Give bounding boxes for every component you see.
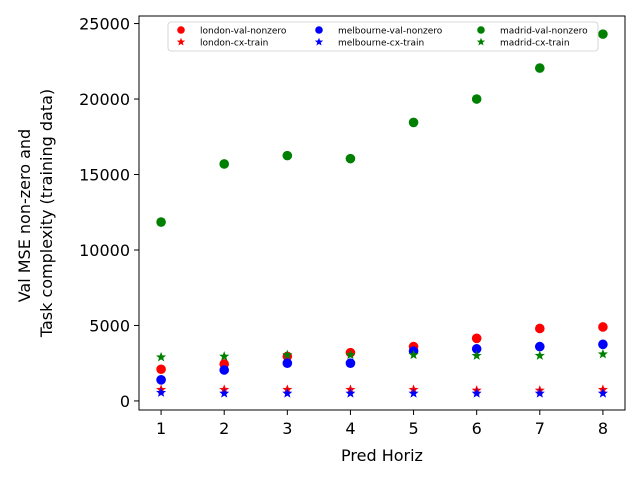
- y-tick-label: 20000: [79, 90, 130, 109]
- x-axis-label: Pred Horiz: [341, 446, 423, 465]
- x-tick-label: 1: [156, 419, 166, 438]
- data-point: [597, 348, 608, 359]
- data-point: [534, 63, 545, 73]
- data-point: [471, 350, 482, 360]
- data-point: [534, 388, 545, 398]
- legend-label: melbourne-cx-train: [338, 39, 424, 49]
- y-tick-label: 15000: [79, 166, 130, 185]
- y-tick-label: 25000: [79, 15, 130, 34]
- y-tick-label: 5000: [89, 316, 130, 335]
- legend-label: london-cx-train: [200, 39, 268, 49]
- y-axis-label-line-2: Task complexity (training data): [37, 89, 56, 338]
- data-point: [471, 94, 482, 104]
- x-tick-label: 5: [408, 419, 418, 438]
- legend-marker: [477, 26, 485, 34]
- legend-label: london-val-nonzero: [200, 27, 287, 37]
- data-point: [471, 388, 482, 398]
- data-point: [345, 358, 356, 369]
- data-point: [408, 117, 419, 128]
- legend-label: melbourne-val-nonzero: [338, 27, 443, 37]
- data-point: [534, 341, 545, 352]
- data-point: [282, 358, 293, 369]
- data-point: [598, 29, 608, 39]
- plot-background: [139, 16, 625, 410]
- x-tick-label: 3: [282, 419, 292, 438]
- legend-label: madrid-val-nonzero: [500, 27, 588, 37]
- data-point: [408, 388, 419, 398]
- data-point: [471, 333, 482, 344]
- x-tick-label: 4: [345, 419, 355, 438]
- y-tick-label: 0: [120, 392, 130, 411]
- data-point: [156, 375, 166, 385]
- legend: london-val-nonzero london-cx-train melbour…: [167, 21, 599, 52]
- data-point: [219, 388, 230, 398]
- legend-marker: [315, 26, 323, 34]
- legend-marker: [476, 37, 486, 46]
- data-point: [219, 365, 230, 375]
- y-tick-label: 10000: [79, 241, 130, 260]
- legend-frame: [167, 21, 599, 52]
- data-point: [534, 350, 545, 360]
- legend-label: madrid-cx-train: [500, 39, 570, 49]
- y-axis-label: Val MSE non-zero and Task complexity (tr…: [15, 89, 56, 338]
- data-point: [219, 159, 230, 169]
- data-point: [597, 388, 608, 398]
- y-axis-ticks: 0 5000 10000 15000 20000 25000: [79, 15, 139, 411]
- data-point: [219, 351, 230, 361]
- data-point: [345, 349, 356, 360]
- data-point: [282, 150, 293, 161]
- data-point: [534, 323, 545, 334]
- data-point: [598, 339, 608, 350]
- x-tick-label: 7: [535, 419, 545, 438]
- data-point: [282, 388, 293, 398]
- data-point: [598, 322, 608, 332]
- data-point: [408, 349, 419, 360]
- x-axis-ticks: 1 2 3 4 5 6 7 8: [156, 410, 608, 438]
- legend-marker: [314, 37, 324, 46]
- legend-marker: [177, 26, 185, 34]
- x-tick-label: 6: [472, 419, 482, 438]
- data-point: [156, 351, 167, 362]
- data-point: [156, 387, 167, 397]
- plot-frame: [138, 15, 626, 411]
- legend-marker: [176, 37, 186, 46]
- data-point: [156, 217, 166, 227]
- data-point: [471, 344, 482, 354]
- data-point: [345, 153, 356, 164]
- data-point: [345, 388, 356, 398]
- data-point: [282, 349, 293, 360]
- x-tick-label: 2: [219, 419, 229, 438]
- data-marks: [156, 29, 608, 398]
- x-tick-label: 8: [598, 419, 608, 438]
- y-axis-label-line-1: Val MSE non-zero and: [15, 129, 34, 302]
- data-point: [156, 364, 166, 375]
